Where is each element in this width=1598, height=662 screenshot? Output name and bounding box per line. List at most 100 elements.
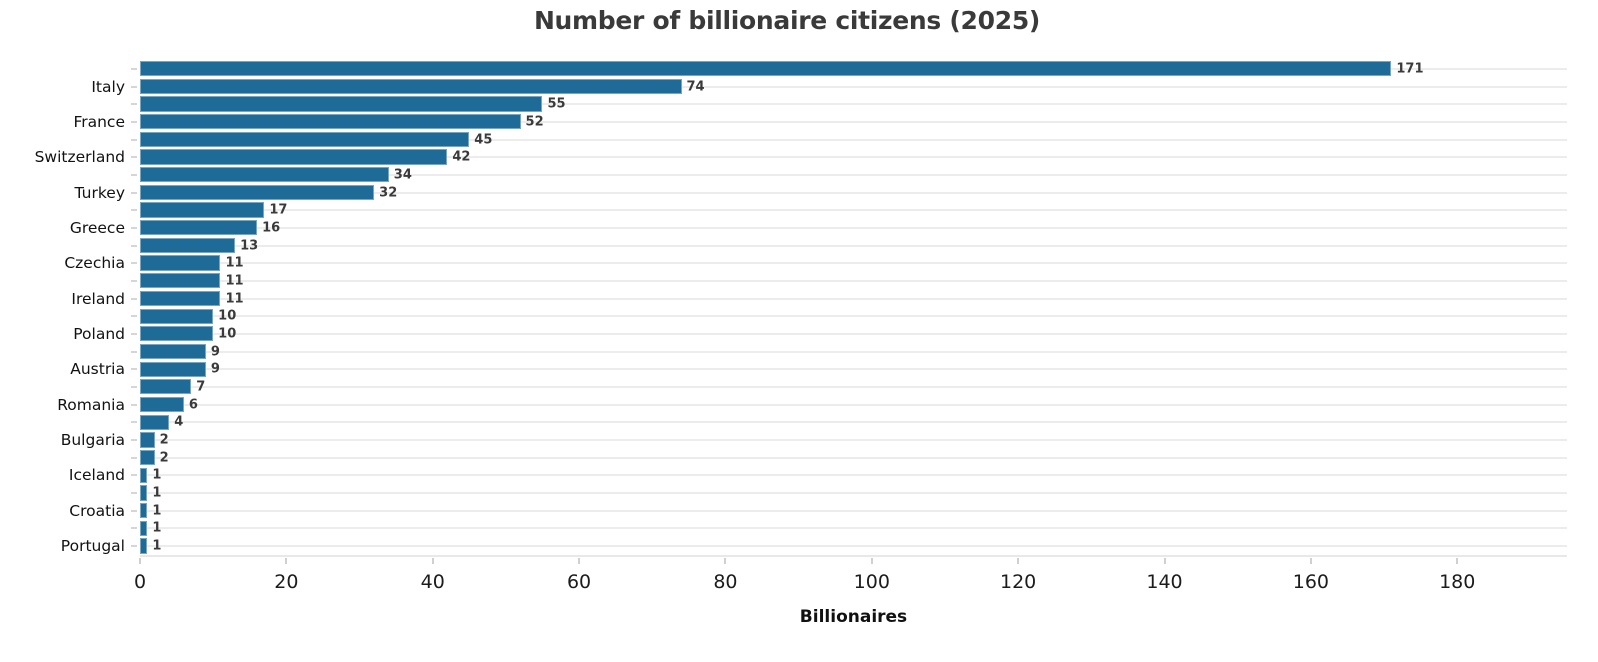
- y-axis-tick: [131, 421, 137, 424]
- bar-value-label: 10: [218, 326, 237, 342]
- bar-value-label: 2: [159, 450, 169, 466]
- y-gridline: [140, 103, 1567, 106]
- y-axis-tick: [131, 173, 137, 176]
- y-axis-tick: [131, 386, 137, 389]
- y-axis-tick: [131, 262, 137, 265]
- y-gridline: [140, 492, 1567, 495]
- y-axis-tick: [131, 297, 137, 300]
- y-gridline: [140, 173, 1567, 176]
- y-axis-label: Italy: [91, 77, 125, 96]
- y-axis-label: Iceland: [68, 466, 125, 485]
- bar: [140, 167, 389, 183]
- y-axis-label: Romania: [57, 395, 125, 414]
- bar-value-label: 34: [393, 167, 412, 183]
- y-axis-label: Czechia: [64, 254, 125, 273]
- y-axis-label: Bulgaria: [60, 431, 125, 450]
- y-axis-tick: [131, 244, 137, 247]
- x-axis-tick-label: 80: [713, 571, 738, 593]
- y-gridline: [140, 209, 1567, 212]
- bar-value-label: 10: [218, 308, 237, 324]
- bar-value-label: 32: [379, 185, 398, 201]
- y-axis-label: Austria: [70, 360, 125, 379]
- y-gridline: [140, 244, 1567, 247]
- x-axis-tick-label: 0: [133, 571, 147, 593]
- y-gridline: [140, 191, 1567, 194]
- bar: [140, 78, 682, 94]
- y-axis-label: Croatia: [69, 501, 125, 520]
- bar: [140, 432, 155, 448]
- y-axis-label: Ireland: [71, 289, 125, 308]
- y-gridline: [140, 386, 1567, 389]
- bar: [140, 184, 375, 201]
- x-axis-tick: [1017, 558, 1020, 564]
- y-axis-tick: [131, 403, 137, 406]
- y-axis-label: France: [73, 112, 125, 131]
- y-axis-tick: [131, 439, 137, 442]
- bar: [140, 61, 1392, 77]
- y-gridline: [140, 509, 1567, 512]
- y-axis-tick: [131, 209, 137, 212]
- y-axis-label: Switzerland: [34, 148, 125, 167]
- x-axis-tick-label: 60: [566, 571, 592, 593]
- bar: [140, 414, 170, 430]
- y-axis-tick: [131, 350, 137, 353]
- y-axis-tick: [131, 138, 137, 141]
- x-axis-title: Billionaires: [799, 607, 908, 627]
- y-axis-tick: [131, 67, 137, 70]
- bar-value-label: 171: [1396, 61, 1424, 77]
- bar: [140, 255, 221, 271]
- bar-value-label: 11: [225, 255, 244, 271]
- x-axis-tick-label: 140: [1146, 571, 1183, 593]
- bar-value-label: 16: [262, 220, 281, 236]
- x-axis-tick: [578, 558, 581, 564]
- y-axis-tick: [131, 279, 137, 282]
- y-gridline: [140, 403, 1567, 406]
- y-gridline: [140, 527, 1567, 530]
- y-gridline: [140, 262, 1567, 265]
- x-axis-tick-label: 120: [1000, 571, 1037, 593]
- bar-value-label: 1: [152, 503, 162, 519]
- y-gridline: [140, 474, 1567, 477]
- bar-value-label: 1: [152, 485, 162, 501]
- bar-value-label: 1: [152, 467, 162, 483]
- x-axis-tick: [139, 558, 141, 564]
- y-axis-label: Turkey: [74, 183, 125, 202]
- bar-value-label: 74: [686, 79, 705, 95]
- x-axis-tick: [431, 558, 434, 564]
- y-gridline: [140, 333, 1567, 336]
- y-axis-tick: [131, 191, 137, 194]
- y-gridline: [140, 120, 1567, 123]
- y-gridline: [140, 156, 1567, 159]
- y-gridline: [140, 315, 1567, 318]
- y-gridline: [140, 85, 1567, 88]
- y-axis-label: Portugal: [60, 537, 125, 556]
- bar: [140, 308, 214, 324]
- y-axis-tick: [131, 456, 137, 459]
- x-axis-tick: [285, 558, 288, 564]
- bar-value-label: 17: [269, 202, 288, 218]
- bar: [140, 220, 258, 236]
- plot-area: 171 74 Italy 55 52 France 45 42 Switzerland 34 32 T…: [35, 60, 1567, 593]
- y-gridline: [140, 439, 1567, 442]
- x-axis-tick-label: 160: [1292, 571, 1329, 593]
- bar: [140, 396, 184, 413]
- y-axis-tick: [131, 315, 137, 318]
- bar-value-label: 7: [196, 379, 206, 395]
- bar-value-label: 52: [525, 114, 544, 130]
- y-axis-tick: [131, 509, 137, 512]
- bar-value-label: 2: [159, 432, 169, 448]
- y-axis-tick: [131, 527, 137, 530]
- bar-value-label: 11: [225, 291, 244, 307]
- y-axis-tick: [131, 85, 137, 88]
- y-axis-tick: [131, 120, 137, 123]
- bar-value-label: 11: [225, 273, 244, 289]
- x-axis-tick: [1309, 558, 1312, 564]
- y-axis-tick: [131, 368, 137, 371]
- x-axis-tick: [724, 558, 727, 564]
- x-axis-tick: [1163, 558, 1166, 564]
- bar: [140, 237, 236, 254]
- bar: [140, 379, 192, 395]
- y-gridline: [140, 226, 1567, 229]
- y-axis-tick: [131, 545, 137, 548]
